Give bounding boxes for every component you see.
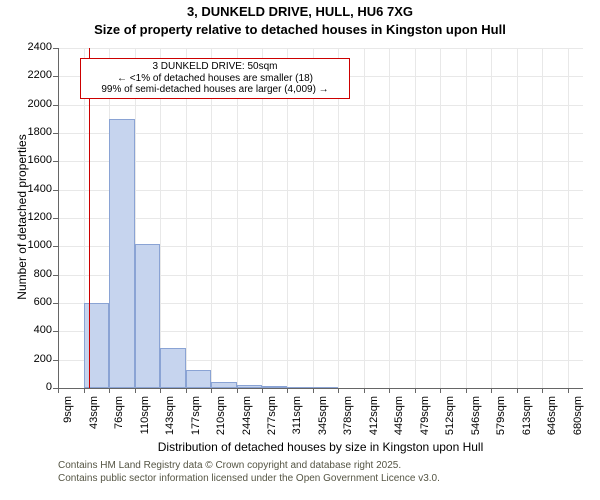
marker-line [89,48,90,388]
gridline-v [491,48,492,388]
gridline-v [262,48,263,388]
gridline-v [338,48,339,388]
histogram-bar [84,303,109,388]
footer-text-2: Contains public sector information licen… [58,473,440,484]
xtick-label: 680sqm [572,396,584,446]
xtick-label: 345sqm [317,396,329,446]
gridline-v [542,48,543,388]
gridline-h [58,218,583,219]
gridline-h [58,161,583,162]
xtick-label: 210sqm [215,396,227,446]
xtick-label: 244sqm [241,396,253,446]
chart-container: 3, DUNKELD DRIVE, HULL, HU6 7XG Size of … [0,0,600,500]
annotation-line: ← <1% of detached houses are smaller (18… [85,73,345,85]
xtick-label: 445sqm [393,396,405,446]
xtick-label: 579sqm [495,396,507,446]
gridline-v [313,48,314,388]
gridline-v [466,48,467,388]
x-axis-label: Distribution of detached houses by size … [58,440,583,454]
histogram-bar [186,370,211,388]
xtick-label: 646sqm [546,396,558,446]
gridline-v [389,48,390,388]
xtick-label: 143sqm [164,396,176,446]
gridline-v [287,48,288,388]
chart-title-main: 3, DUNKELD DRIVE, HULL, HU6 7XG [0,4,600,19]
y-axis-label: Number of detached properties [15,107,29,327]
annotation-box: 3 DUNKELD DRIVE: 50sqm← <1% of detached … [80,58,350,99]
plot-area: 0200400600800100012001400160018002000220… [58,48,583,388]
xtick-label: 177sqm [190,396,202,446]
gridline-h [58,133,583,134]
gridline-v [415,48,416,388]
ytick-label: 0 [12,381,52,393]
gridline-v [568,48,569,388]
gridline-v [237,48,238,388]
annotation-line: 3 DUNKELD DRIVE: 50sqm [85,61,345,73]
xtick-label: 43sqm [88,396,100,446]
ytick-label: 2200 [12,69,52,81]
x-axis-line [58,388,583,389]
xtick-label: 110sqm [139,396,151,446]
gridline-v [186,48,187,388]
gridline-v [517,48,518,388]
ytick-label: 200 [12,353,52,365]
xtick-label: 76sqm [113,396,125,446]
xtick-label: 9sqm [62,396,74,446]
histogram-bar [135,244,160,389]
chart-title-sub: Size of property relative to detached ho… [0,22,600,37]
footer-text-1: Contains HM Land Registry data © Crown c… [58,460,401,471]
gridline-h [58,105,583,106]
xtick-label: 512sqm [444,396,456,446]
ytick-label: 2400 [12,41,52,53]
gridline-v [160,48,161,388]
histogram-bar [160,348,186,388]
xtick-label: 378sqm [342,396,354,446]
gridline-v [364,48,365,388]
y-axis-line [58,48,59,388]
xtick-label: 546sqm [470,396,482,446]
gridline-h [58,190,583,191]
xtick-label: 311sqm [291,396,303,446]
xtick-label: 613sqm [521,396,533,446]
gridline-h [58,48,583,49]
annotation-line: 99% of semi-detached houses are larger (… [85,84,345,96]
histogram-bar [109,119,135,388]
xtick-label: 412sqm [368,396,380,446]
xtick-label: 277sqm [266,396,278,446]
xtick-label: 479sqm [419,396,431,446]
gridline-v [440,48,441,388]
gridline-v [211,48,212,388]
